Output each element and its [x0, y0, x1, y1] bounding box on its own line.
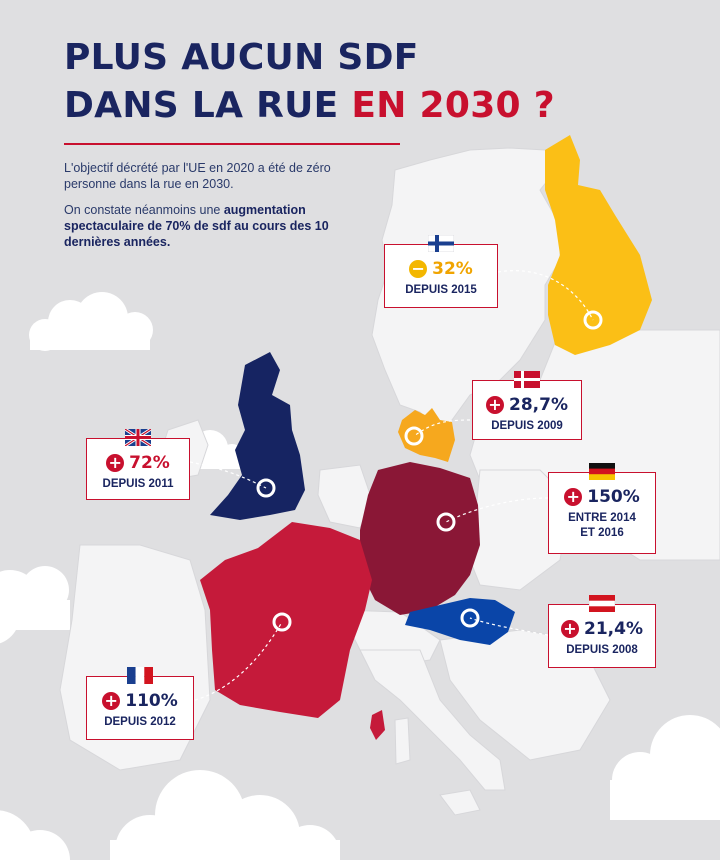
uk-value-row: + 72% — [87, 453, 189, 473]
austria-since: DEPUIS 2008 — [566, 644, 638, 656]
germany-since-line-1: ENTRE 2014 — [568, 512, 636, 524]
title-accent: EN 2030 ? — [351, 85, 555, 126]
title-line-2: DANS LA RUE — [64, 85, 352, 126]
cloud-bottom-right — [610, 715, 720, 820]
france-shape — [200, 522, 372, 718]
intro-text: L'objectif décrété par l'UE en 2020 a ét… — [64, 160, 349, 260]
denmark-percentage: 28,7% — [509, 395, 568, 415]
uk-stat-card: + 72% DEPUIS 2011 — [86, 429, 190, 500]
austria-percentage: 21,4% — [584, 619, 643, 639]
intro-paragraph-2: On constate néanmoins une augmentation s… — [64, 202, 349, 250]
austria-stat-card: + 21,4% DEPUIS 2008 — [548, 595, 656, 668]
germany-value-row: + 150% — [549, 487, 655, 507]
denmark-value-row: + 28,7% — [473, 395, 581, 415]
uk-marker — [256, 478, 276, 498]
sardinia — [394, 717, 411, 765]
title-line-1: PLUS AUCUN SDF — [64, 37, 419, 78]
germany-stat-card: + 150% ENTRE 2014 ET 2016 — [548, 463, 656, 554]
germany-flag-icon — [589, 463, 615, 480]
germany-since-line-2: ET 2016 — [580, 527, 624, 539]
france-since: DEPUIS 2012 — [104, 716, 176, 728]
cloud-bottom-left — [0, 566, 70, 860]
uk-since: DEPUIS 2011 — [102, 478, 174, 490]
plus-icon: + — [102, 692, 121, 710]
connector-lines — [189, 270, 594, 701]
france-marker — [272, 612, 292, 632]
plus-icon: + — [486, 396, 504, 414]
intro-paragraph-1: L'objectif décrété par l'UE en 2020 a ét… — [64, 161, 331, 191]
finland-value-row: − 32% — [385, 259, 497, 279]
corsica-shape — [370, 710, 385, 740]
germany-percentage: 150% — [587, 487, 640, 507]
germany-shape — [360, 462, 480, 615]
denmark-marker — [404, 426, 424, 446]
finland-stat-card: − 32% DEPUIS 2015 — [384, 235, 498, 308]
sicily — [439, 789, 481, 816]
plus-icon: + — [564, 488, 583, 506]
cloud-bottom-center — [110, 770, 340, 860]
uk-flag-icon — [125, 429, 151, 446]
austria-shape — [405, 598, 515, 645]
finland-since: DEPUIS 2015 — [405, 284, 477, 296]
denmark-stat-card: + 28,7% DEPUIS 2009 — [472, 371, 582, 440]
denmark-since: DEPUIS 2009 — [491, 420, 563, 432]
finland-percentage: 32% — [432, 259, 473, 279]
page-title: PLUS AUCUN SDF DANS LA RUE EN 2030 ? — [64, 34, 555, 130]
plus-icon: + — [106, 454, 125, 472]
italy — [359, 649, 506, 791]
france-stat-card: + 110% DEPUIS 2012 — [86, 667, 194, 740]
uk-percentage: 72% — [129, 453, 170, 473]
germany-marker — [436, 512, 456, 532]
france-percentage: 110% — [125, 691, 178, 711]
finland-flag-icon — [428, 235, 454, 252]
austria-value-row: + 21,4% — [549, 619, 655, 639]
denmark-flag-icon — [514, 371, 540, 388]
france-value-row: + 110% — [87, 691, 193, 711]
germany-since: ENTRE 2014 ET 2016 — [549, 511, 655, 541]
france-flag-icon — [127, 667, 153, 684]
finland-marker — [583, 310, 603, 330]
location-markers — [256, 310, 603, 632]
austria-marker — [460, 608, 480, 628]
cloud-top-left — [29, 292, 153, 351]
title-divider — [64, 143, 400, 145]
intro-paragraph-2-bold: augmentation spectaculaire de 70% de sdf… — [64, 203, 329, 249]
intro-paragraph-2-start: On constate néanmoins une — [64, 203, 224, 217]
benelux — [317, 464, 373, 529]
minus-icon: − — [409, 260, 428, 278]
denmark-shape — [398, 408, 455, 462]
uk-shape — [210, 352, 305, 520]
finland-shape — [545, 135, 652, 355]
plus-icon: + — [561, 620, 579, 638]
austria-flag-icon — [589, 595, 615, 612]
